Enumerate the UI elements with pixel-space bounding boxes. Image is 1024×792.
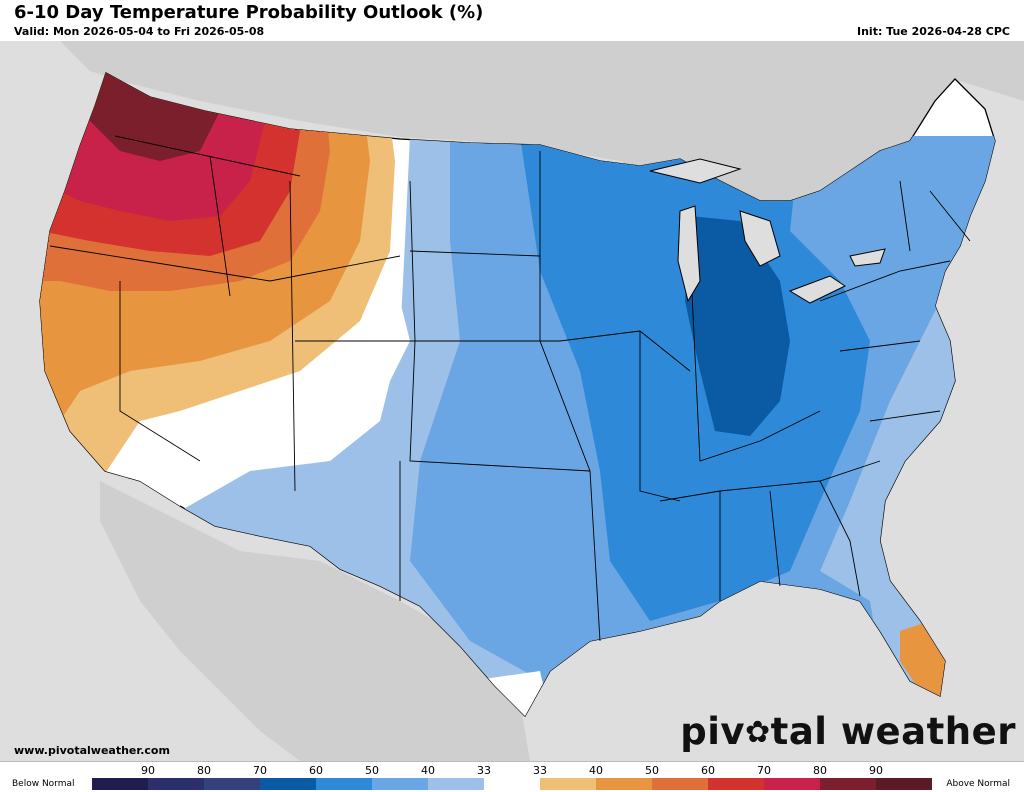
great-lakes [649, 158, 886, 304]
legend-swatch [372, 778, 428, 790]
brand-text-start: piv [680, 710, 746, 753]
legend: 90 80 70 60 50 40 33 33 40 50 60 70 80 9… [0, 761, 1024, 792]
legend-ticks: 90 80 70 60 50 40 33 33 40 50 60 70 80 9… [120, 764, 940, 777]
brand-text-end: tal weather [770, 710, 1016, 753]
above-normal-label: Above Normal [946, 779, 1010, 789]
legend-swatch [92, 778, 148, 790]
below-normal-label: Below Normal [12, 779, 75, 789]
legend-tick: 40 [589, 764, 603, 777]
legend-swatch [484, 778, 540, 790]
legend-swatch [820, 778, 876, 790]
website-url: www.pivotalweather.com [14, 744, 170, 757]
legend-tick: 70 [757, 764, 771, 777]
below-50-zone [520, 136, 870, 621]
legend-swatch [204, 778, 260, 790]
legend-tick: 80 [813, 764, 827, 777]
legend-tick: 70 [253, 764, 267, 777]
legend-swatch [708, 778, 764, 790]
legend-swatch [540, 778, 596, 790]
outlook-map [0, 41, 1024, 761]
state-boundaries [49, 135, 971, 642]
canada-land [60, 41, 1024, 221]
legend-tick: 50 [365, 764, 379, 777]
header: 6-10 Day Temperature Probability Outlook… [0, 0, 1024, 42]
legend-tick: 90 [869, 764, 883, 777]
legend-swatch [764, 778, 820, 790]
gear-icon: ✿ [745, 715, 771, 750]
legend-swatch [260, 778, 316, 790]
legend-tick: 80 [197, 764, 211, 777]
legend-tick: 50 [645, 764, 659, 777]
map-title: 6-10 Day Temperature Probability Outlook… [14, 2, 484, 23]
legend-swatch [316, 778, 372, 790]
mexico-land [100, 481, 530, 761]
legend-tick: 60 [309, 764, 323, 777]
legend-tick: 60 [701, 764, 715, 777]
legend-tick: 40 [421, 764, 435, 777]
legend-tick: 90 [141, 764, 155, 777]
legend-swatch [596, 778, 652, 790]
legend-swatch [148, 778, 204, 790]
legend-tick: 33 [533, 764, 547, 777]
legend-swatch [876, 778, 932, 790]
legend-colorbar [92, 778, 932, 790]
legend-swatch [652, 778, 708, 790]
map-canvas [0, 41, 1024, 761]
legend-tick: 33 [477, 764, 491, 777]
legend-swatch [428, 778, 484, 790]
valid-period: Valid: Mon 2026-05-04 to Fri 2026-05-08 [14, 25, 265, 38]
southwest-near-normal-zone [100, 301, 410, 521]
below-60-zone [685, 216, 790, 436]
init-info: Init: Tue 2026-04-28 CPC [857, 25, 1010, 38]
above-80-zone [60, 73, 230, 161]
brand-logo: piv✿tal weather [680, 710, 1016, 753]
